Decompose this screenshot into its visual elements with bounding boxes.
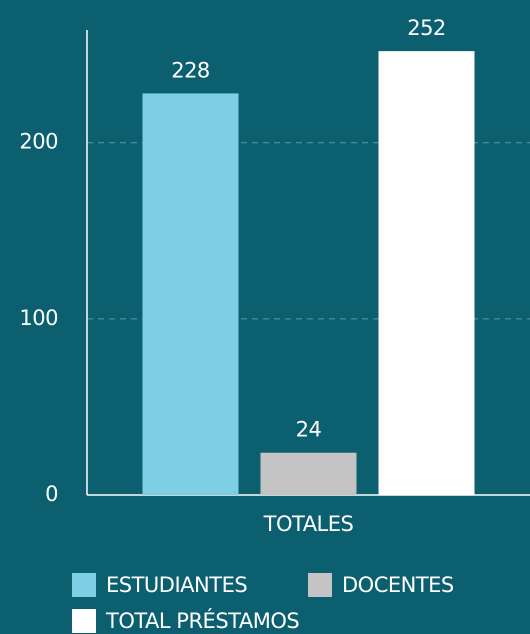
y-tick-label: 200 — [19, 130, 58, 154]
x-tick-label: TOTALES — [263, 512, 354, 536]
legend-label: DOCENTES — [342, 573, 454, 597]
bar — [260, 452, 357, 495]
legend-swatch — [72, 609, 96, 633]
data-label: 252 — [407, 16, 446, 40]
y-tick-label: 100 — [19, 306, 58, 330]
bar — [142, 93, 239, 495]
legend-label: TOTAL PRÉSTAMOS — [105, 608, 299, 633]
y-tick-label: 0 — [45, 482, 58, 506]
data-label: 24 — [296, 418, 322, 442]
legend-swatch — [72, 573, 96, 597]
data-label: 228 — [171, 58, 210, 82]
legend-swatch — [308, 573, 332, 597]
legend-label: ESTUDIANTES — [106, 573, 247, 597]
bar — [378, 51, 475, 496]
